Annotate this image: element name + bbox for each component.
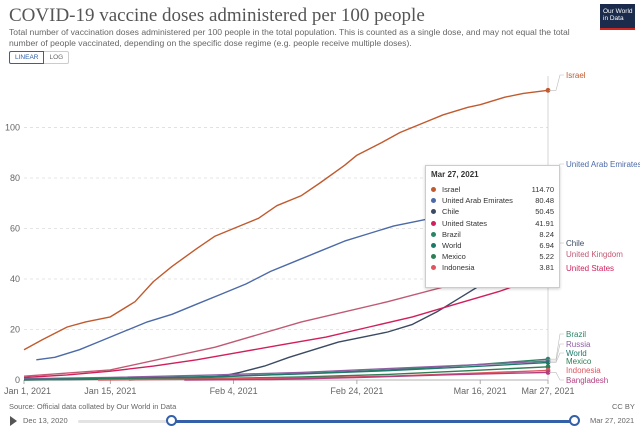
label-connector xyxy=(549,334,564,359)
play-icon[interactable] xyxy=(10,416,17,426)
tooltip-row: Brazil 8.24 xyxy=(431,229,554,240)
tooltip-row: Israel 114.70 xyxy=(431,184,554,195)
tooltip-value: 114.70 xyxy=(528,185,554,194)
series-end-label: Russia xyxy=(566,340,591,349)
series-end-label: Israel xyxy=(566,71,586,80)
tooltip-value: 41.91 xyxy=(528,219,554,228)
timeline-end-label: Mar 27, 2021 xyxy=(590,416,634,425)
tooltip-date: Mar 27, 2021 xyxy=(431,170,554,179)
timeline-selected-range xyxy=(171,420,575,423)
license-link[interactable]: CC BY xyxy=(612,402,635,411)
x-tick-label: Feb 4, 2021 xyxy=(210,386,258,396)
tooltip-row: Indonesia 3.81 xyxy=(431,262,554,273)
legend-dot-icon xyxy=(431,265,436,270)
tooltip-value: 50.45 xyxy=(528,207,554,216)
timeline-end-handle[interactable] xyxy=(569,415,580,426)
series-end-label: Bangladesh xyxy=(566,376,608,385)
series-end-label: Chile xyxy=(566,239,585,248)
series-end-label: Mexico xyxy=(566,357,592,366)
y-tick-label: 0 xyxy=(15,375,20,385)
tooltip-row: World 6.94 xyxy=(431,240,554,251)
label-connector xyxy=(549,372,564,380)
series-end-label: Brazil xyxy=(566,330,586,339)
tooltip-value: 3.81 xyxy=(528,263,554,272)
tooltip-country: Israel xyxy=(442,185,528,194)
legend-dot-icon xyxy=(431,187,436,192)
label-connector xyxy=(549,75,564,90)
x-tick-label: Mar 27, 2021 xyxy=(521,386,574,396)
tooltip-row: Chile 50.45 xyxy=(431,206,554,217)
tooltip-country: United States xyxy=(442,219,528,228)
tooltip-row: United Arab Emirates 80.48 xyxy=(431,195,554,206)
legend-dot-icon xyxy=(431,232,436,237)
legend-dot-icon xyxy=(431,254,436,259)
source-note: Source: Official data collated by Our Wo… xyxy=(9,402,176,411)
tooltip-value: 5.22 xyxy=(528,252,554,261)
legend-dot-icon xyxy=(431,221,436,226)
legend-dot-icon xyxy=(431,243,436,248)
series-end-label: United Kingdom xyxy=(566,250,623,259)
tooltip-value: 6.94 xyxy=(528,241,554,250)
hover-tooltip: Mar 27, 2021 Israel 114.70 United Arab Emi… xyxy=(425,165,560,288)
tooltip-row: United States 41.91 xyxy=(431,218,554,229)
tooltip-country: World xyxy=(442,241,528,250)
x-tick-label: Feb 24, 2021 xyxy=(330,386,383,396)
y-tick-label: 100 xyxy=(5,122,20,132)
legend-dot-icon xyxy=(431,209,436,214)
tooltip-row: Mexico 5.22 xyxy=(431,251,554,262)
y-tick-label: 20 xyxy=(10,324,20,334)
legend-dot-icon xyxy=(431,198,436,203)
tooltip-country: Chile xyxy=(442,207,528,216)
series-end-label: United Arab Emirates xyxy=(566,160,640,169)
tooltip-value: 8.24 xyxy=(528,230,554,239)
y-tick-label: 80 xyxy=(10,173,20,183)
tooltip-country: Brazil xyxy=(442,230,528,239)
label-connector xyxy=(549,344,564,361)
timeline-start-label: Dec 13, 2020 xyxy=(23,416,68,425)
x-tick-label: Jan 1, 2021 xyxy=(4,386,51,396)
timeline-start-handle[interactable] xyxy=(166,415,177,426)
series-end-label: United States xyxy=(566,264,614,273)
x-tick-label: Mar 16, 2021 xyxy=(454,386,507,396)
tooltip-country: United Arab Emirates xyxy=(442,196,528,205)
tooltip-country: Mexico xyxy=(442,252,528,261)
x-tick-label: Jan 15, 2021 xyxy=(84,386,136,396)
y-tick-label: 60 xyxy=(10,223,20,233)
timeline: Dec 13, 2020 Mar 27, 2021 xyxy=(0,413,640,430)
tooltip-country: Indonesia xyxy=(442,263,528,272)
y-tick-label: 40 xyxy=(10,274,20,284)
series-end-label: Indonesia xyxy=(566,366,601,375)
tooltip-value: 80.48 xyxy=(528,196,554,205)
